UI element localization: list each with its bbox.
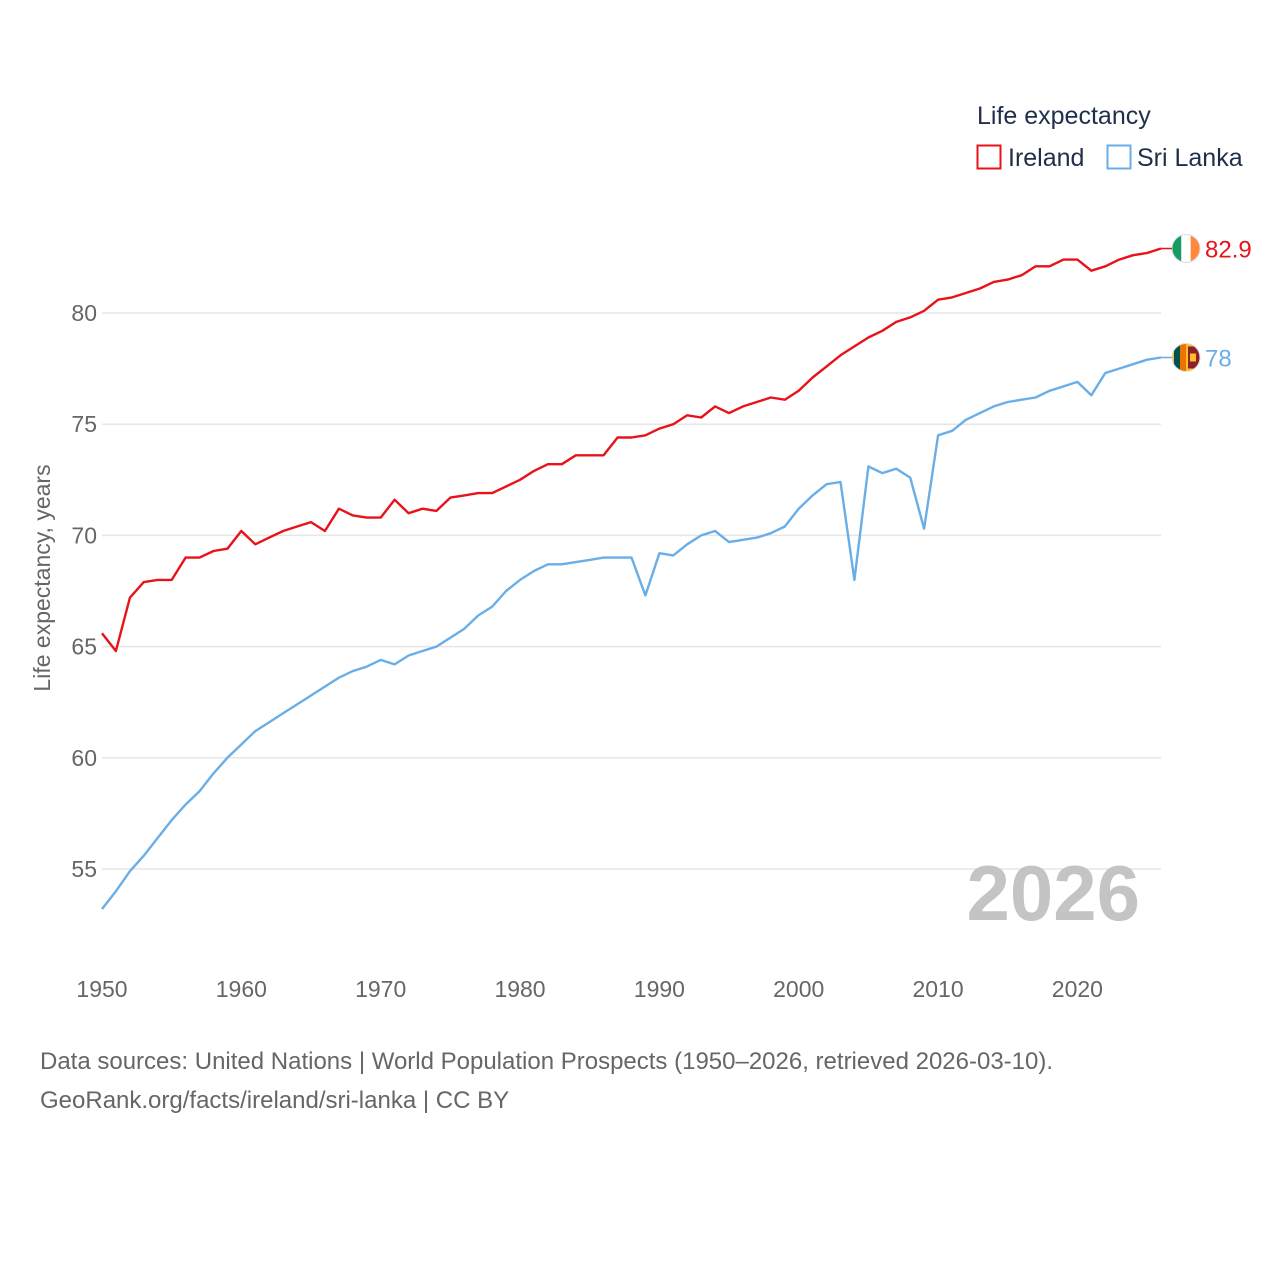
- x-tick-label-2020: 2020: [1052, 976, 1103, 1002]
- legend: Life expectancy Ireland Sri Lanka: [976, 102, 1243, 172]
- end-value-label-ireland: 82.9: [1205, 237, 1252, 264]
- legend-swatch-ireland: [976, 144, 1002, 170]
- series-lines: [101, 247, 1162, 910]
- x-tick-label-2000: 2000: [773, 976, 824, 1002]
- legend-label-sri-lanka: Sri Lanka: [1137, 144, 1243, 172]
- x-tick-label-1980: 1980: [494, 976, 545, 1002]
- series-line-ireland: [101, 247, 1162, 653]
- legend-item-ireland[interactable]: Ireland: [976, 144, 1085, 172]
- y-axis-title: Life expectancy, years: [29, 464, 55, 691]
- x-axis-ticks: 1950 1960 1970 1980 1990 2000 2010 2020: [76, 976, 1103, 1002]
- y-axis-ticks: 55 60 65 70 75 80: [71, 300, 97, 882]
- year-watermark: 2026: [966, 849, 1140, 937]
- ireland-flag-icon: [1171, 234, 1201, 264]
- legend-label-ireland: Ireland: [1008, 144, 1084, 172]
- sri-lanka-flag-icon: [1171, 342, 1201, 372]
- x-tick-label-2010: 2010: [912, 976, 963, 1002]
- y-tick-label-70: 70: [71, 522, 97, 548]
- x-tick-label-1990: 1990: [634, 976, 685, 1002]
- x-tick-label-1960: 1960: [216, 976, 267, 1002]
- credit-line[interactable]: GeoRank.org/facts/ireland/sri-lanka | CC…: [40, 1087, 510, 1114]
- grid: [102, 312, 1161, 870]
- y-tick-label-65: 65: [71, 634, 97, 660]
- y-tick-label-60: 60: [71, 745, 97, 771]
- legend-item-sri-lanka[interactable]: Sri Lanka: [1106, 144, 1243, 172]
- series-line-sri-lanka: [101, 356, 1162, 910]
- series-end-markers: 82.9 78: [1161, 234, 1252, 372]
- y-tick-label-80: 80: [71, 300, 97, 326]
- source-note: Data sources: United Nations | World Pop…: [40, 1042, 1053, 1120]
- legend-swatch-sri-lanka: [1106, 144, 1132, 170]
- x-tick-label-1970: 1970: [355, 976, 406, 1002]
- y-tick-label-55: 55: [71, 856, 97, 882]
- x-tick-label-1950: 1950: [76, 976, 127, 1002]
- y-tick-label-75: 75: [71, 411, 97, 437]
- legend-title: Life expectancy: [977, 102, 1151, 130]
- end-value-label-sri-lanka: 78: [1205, 345, 1232, 372]
- data-source-line: Data sources: United Nations | World Pop…: [40, 1048, 1054, 1075]
